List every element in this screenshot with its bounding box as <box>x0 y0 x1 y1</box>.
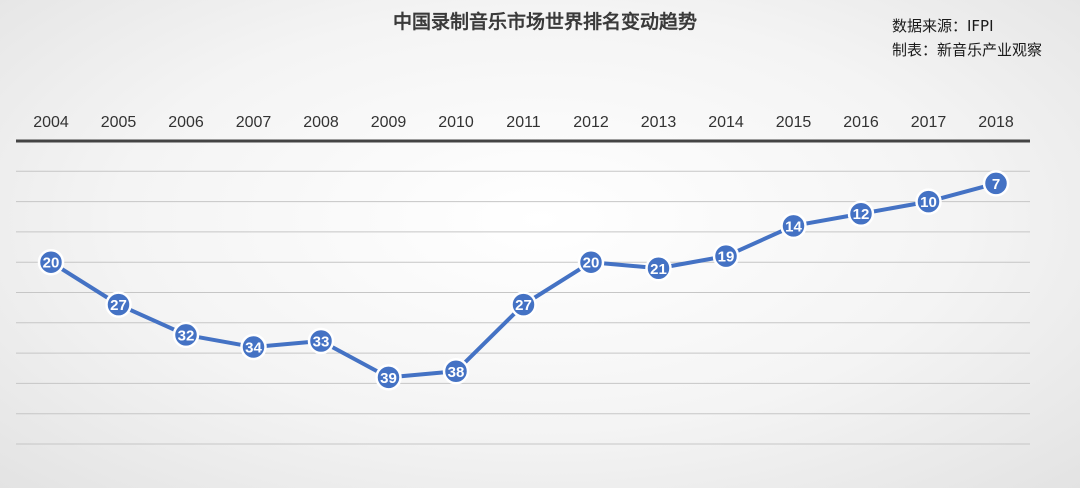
data-label: 27 <box>110 297 127 314</box>
x-tick-label: 2006 <box>168 114 204 131</box>
x-tick-label: 2016 <box>843 114 879 131</box>
data-label: 33 <box>313 333 330 350</box>
data-label: 14 <box>785 218 802 235</box>
data-label: 39 <box>380 370 397 387</box>
source-line-1: 数据来源：IFPI <box>892 17 994 35</box>
data-label: 10 <box>920 194 937 211</box>
data-point <box>105 291 132 318</box>
x-tick-label: 2012 <box>573 114 609 131</box>
data-label: 19 <box>718 249 735 266</box>
data-point <box>780 212 807 240</box>
data-point <box>915 188 942 215</box>
series: 20 27 32 34 33 39 38 27 20 21 19 14 12 10 7 <box>37 170 1010 391</box>
x-tick-label: 2018 <box>978 114 1014 131</box>
x-tick-label: 2015 <box>776 114 812 131</box>
data-label: 34 <box>245 340 262 357</box>
data-point <box>172 321 200 349</box>
data-label: 12 <box>853 206 870 223</box>
x-tick-label: 2014 <box>708 114 744 131</box>
data-point <box>847 200 875 227</box>
data-point <box>577 248 605 276</box>
data-label: 27 <box>515 297 532 314</box>
x-axis-labels: 2004 2005 2006 2007 2008 2009 2010 2011 2012 2013… <box>33 114 1014 131</box>
x-tick-label: 2017 <box>911 114 947 131</box>
data-point <box>307 327 335 355</box>
x-tick-label: 2011 <box>506 114 541 131</box>
data-label: 20 <box>43 255 60 272</box>
data-label: 7 <box>992 176 1000 193</box>
data-label: 21 <box>650 261 667 278</box>
data-label: 38 <box>448 364 465 381</box>
source-line-2: 制表：新音乐产业观察 <box>892 41 1042 59</box>
data-point <box>375 364 402 391</box>
x-tick-label: 2013 <box>641 114 677 131</box>
x-tick-label: 2004 <box>33 114 69 131</box>
data-point <box>240 333 267 361</box>
chart-title: 中国录制音乐市场世界排名变动趋势 <box>393 10 697 33</box>
data-label: 32 <box>178 327 195 344</box>
data-point <box>712 242 740 270</box>
data-point <box>510 291 537 318</box>
x-tick-label: 2007 <box>236 114 272 131</box>
data-point <box>37 248 65 276</box>
x-tick-label: 2009 <box>371 114 407 131</box>
data-point <box>982 170 1010 197</box>
x-tick-label: 2008 <box>303 114 339 131</box>
data-label: 20 <box>583 255 600 272</box>
x-tick-label: 2010 <box>438 114 474 131</box>
data-point <box>645 255 672 282</box>
data-point <box>442 358 470 385</box>
x-tick-label: 2005 <box>101 114 137 131</box>
